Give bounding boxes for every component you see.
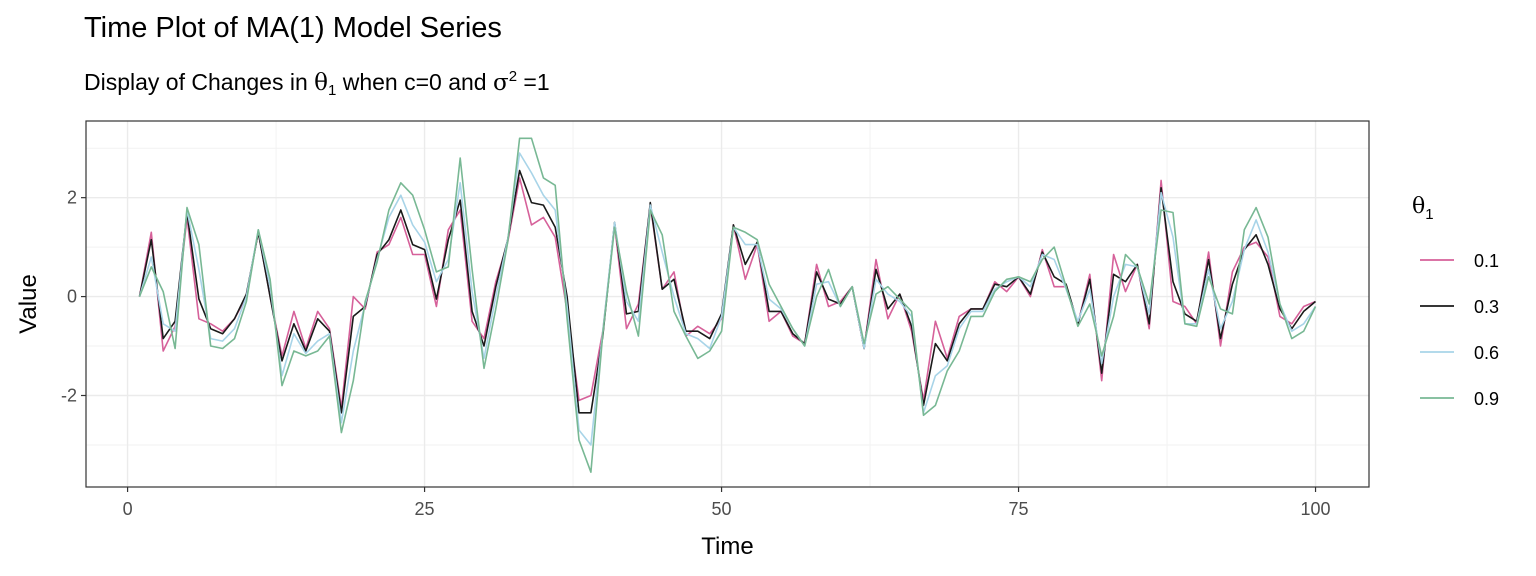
y-axis: -2 0 2 xyxy=(61,188,86,406)
y-axis-title: Value xyxy=(15,274,42,334)
legend-title-theta: θ xyxy=(1412,194,1425,219)
legend-items: 0.1 0.3 0.6 0.9 xyxy=(1420,251,1499,409)
series-lines xyxy=(138,137,1317,474)
y-tick-label: -2 xyxy=(61,386,77,406)
subtitle-theta: θ xyxy=(314,70,328,96)
legend: θ1 0.1 0.3 0.6 0.9 xyxy=(1412,194,1499,409)
x-tick-label: 25 xyxy=(415,499,435,519)
series-line-0.6 xyxy=(138,152,1317,446)
legend-title-sub: 1 xyxy=(1425,206,1433,223)
legend-label-0.6: 0.6 xyxy=(1474,343,1499,363)
legend-label-0.9: 0.9 xyxy=(1474,389,1499,409)
chart-title: Time Plot of MA(1) Model Series xyxy=(84,12,502,44)
legend-label-0.1: 0.1 xyxy=(1474,251,1499,271)
subtitle-sigma-sup: 2 xyxy=(508,68,518,85)
y-tick-label: 0 xyxy=(67,287,77,307)
legend-title: θ1 xyxy=(1412,194,1434,223)
x-tick-label: 75 xyxy=(1009,499,1029,519)
grid-lines xyxy=(86,121,1369,487)
x-tick-label: 100 xyxy=(1301,499,1331,519)
x-tick-label: 0 xyxy=(123,499,133,519)
chart-subtitle: Display of Changes in θ1 when c=0 and σ2… xyxy=(84,68,550,99)
series-line-0.1 xyxy=(138,177,1316,409)
x-axis: 0 25 50 75 100 xyxy=(123,487,1331,519)
subtitle-middle: when c=0 and xyxy=(336,69,493,95)
x-tick-label: 50 xyxy=(712,499,732,519)
subtitle-prefix: Display of Changes in xyxy=(84,69,315,95)
x-axis-title: Time xyxy=(701,533,753,560)
y-tick-label: 2 xyxy=(67,188,77,208)
subtitle-sigma: σ xyxy=(492,70,509,96)
subtitle-theta-sub: 1 xyxy=(327,82,337,99)
panel-border xyxy=(85,120,1370,488)
subtitle-suffix: =1 xyxy=(517,69,550,95)
series-line-0.9 xyxy=(138,137,1317,474)
series-line-0.3 xyxy=(138,169,1317,414)
legend-label-0.3: 0.3 xyxy=(1474,297,1499,317)
